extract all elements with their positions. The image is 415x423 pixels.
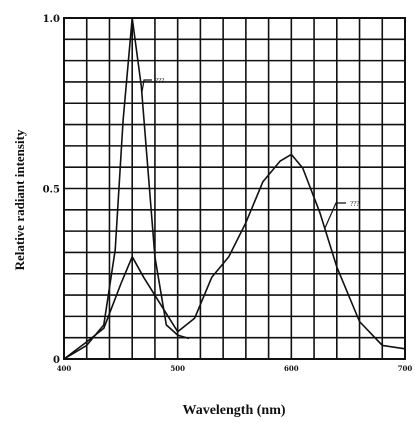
x-tick-label: 400: [57, 364, 72, 373]
y-tick-label: 0.5: [43, 185, 60, 196]
x-tick-labels: 400 500 600 700: [57, 364, 413, 373]
curves: [63, 17, 406, 360]
series-line-1: [63, 17, 190, 360]
x-axis-title: Wavelength (nm): [182, 403, 285, 418]
y-tick-label: 0: [53, 355, 60, 366]
plot-frame: [63, 17, 406, 360]
series-1-label: ???: [155, 77, 164, 85]
leader-line-series-2: [324, 202, 346, 229]
y-tick-labels: 0 0.5 1.0: [43, 14, 60, 366]
annotations: ??? ???: [141, 77, 359, 229]
y-axis-title: Relative radiant intensity: [12, 129, 27, 270]
x-tick-label: 700: [398, 364, 413, 373]
leader-line-series-1: [141, 79, 152, 93]
grid: [64, 18, 405, 359]
series-line-2: [63, 153, 406, 360]
x-tick-label: 600: [284, 364, 299, 373]
y-tick-label: 1.0: [43, 14, 60, 25]
series-2-label: ???: [350, 200, 359, 208]
x-tick-label: 500: [170, 364, 185, 373]
